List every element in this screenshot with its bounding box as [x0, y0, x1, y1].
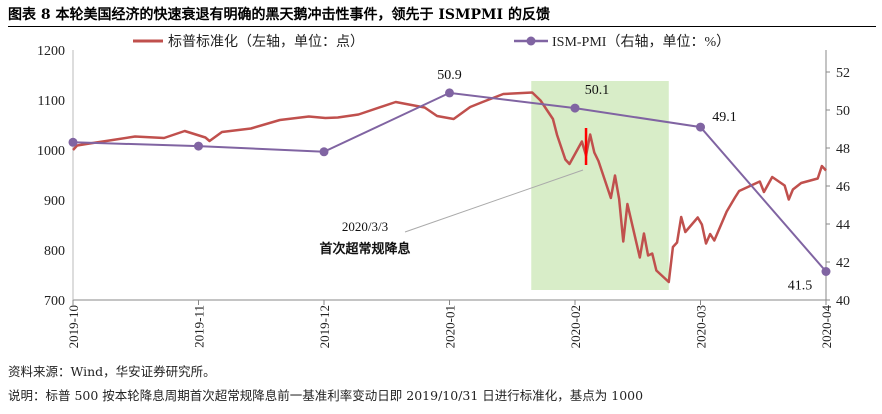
annotation-date: 2020/3/3 [342, 219, 388, 234]
x-tick-label: 2020-04 [819, 305, 834, 349]
legend-pmi-label: ISM-PMI（右轴，单位：%） [552, 34, 730, 50]
left-tick-label: 900 [44, 194, 65, 209]
left-tick-label: 1200 [37, 44, 65, 59]
pmi-point [445, 88, 454, 98]
pmi-point [319, 147, 329, 157]
annotation-leader [404, 169, 584, 233]
figure-title: 图表 8 本轮美国经济的快速衰退有明确的黑天鹅冲击性事件，领先于 ISMPMI … [8, 7, 550, 23]
left-tick-label: 1100 [38, 94, 65, 109]
chart: 700 800 900 1000 1100 1200 40 42 44 46 48 50 52 2019-… [37, 34, 850, 349]
pmi-data-label: 41.5 [788, 279, 813, 294]
spx-line [72, 91, 827, 284]
pmi-data-label: 50.9 [437, 68, 462, 83]
x-tick-label: 2019-11 [192, 305, 207, 348]
x-tick-label: 2020-03 [694, 305, 709, 348]
title-divider [8, 26, 876, 27]
pmi-data-label: 50.1 [585, 83, 610, 98]
pmi-point [821, 267, 831, 276]
pmi-point [194, 141, 203, 151]
x-tick-label: 2020-01 [443, 305, 458, 348]
highlight-region [531, 81, 669, 290]
right-tick-label: 48 [836, 142, 850, 157]
annotation-label: 首次超常规降息 [319, 241, 410, 256]
right-tick-label: 40 [836, 294, 850, 309]
pmi-point [68, 137, 78, 147]
left-tick-label: 700 [44, 294, 65, 309]
right-tick-label: 46 [836, 180, 850, 195]
legend-spx-label: 标普标准化（左轴，单位：点） [168, 34, 364, 50]
pmi-data-label: 49.1 [712, 110, 737, 125]
right-tick-label: 50 [836, 104, 850, 119]
pmi-point [696, 122, 705, 132]
source-note: 资料来源：Wind，华安证券研究所。 [8, 364, 216, 379]
left-tick-label: 800 [44, 244, 65, 259]
data-label-bg [782, 275, 818, 295]
x-tick-label: 2020-02 [568, 305, 583, 348]
right-tick-label: 52 [836, 66, 850, 81]
x-tick-label: 2019-10 [66, 305, 81, 348]
right-tick-label: 42 [836, 256, 850, 271]
explanation-note: 说明：标普 500 按本轮降息周期首次超常规降息前一基准利率变动日即 2019/… [8, 388, 644, 403]
right-tick-label: 44 [836, 218, 850, 233]
x-tick-label: 2019-12 [317, 305, 332, 348]
legend-pmi-marker [526, 36, 536, 46]
pmi-point [570, 103, 580, 113]
left-tick-label: 1000 [37, 144, 65, 159]
